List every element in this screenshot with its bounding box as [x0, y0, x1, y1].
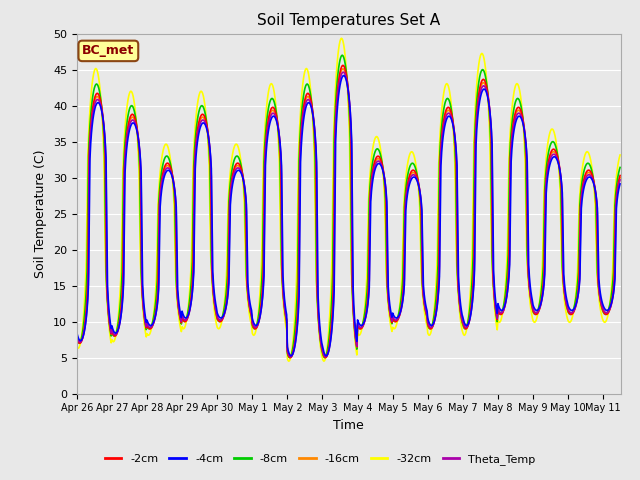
- -16cm: [149, 322, 157, 328]
- -2cm: [339, 62, 347, 68]
- -4cm: [149, 321, 157, 326]
- Theta_Temp: [73, 334, 81, 339]
- -16cm: [464, 323, 472, 328]
- -8cm: [73, 336, 81, 342]
- -16cm: [326, 339, 333, 345]
- -2cm: [75, 340, 83, 346]
- -4cm: [75, 336, 83, 342]
- -4cm: [616, 181, 624, 187]
- Y-axis label: Soil Temperature (C): Soil Temperature (C): [35, 149, 47, 278]
- -8cm: [477, 69, 485, 74]
- -4cm: [477, 91, 485, 97]
- -2cm: [305, 92, 313, 98]
- Theta_Temp: [339, 69, 347, 75]
- Line: Theta_Temp: Theta_Temp: [77, 72, 620, 357]
- -8cm: [616, 165, 624, 170]
- -32cm: [477, 51, 485, 57]
- -32cm: [73, 343, 81, 348]
- -32cm: [305, 76, 313, 82]
- -32cm: [326, 311, 333, 317]
- Line: -8cm: -8cm: [77, 55, 620, 358]
- X-axis label: Time: Time: [333, 419, 364, 432]
- -4cm: [305, 100, 313, 106]
- Legend: -2cm, -4cm, -8cm, -16cm, -32cm, Theta_Temp: -2cm, -4cm, -8cm, -16cm, -32cm, Theta_Te…: [100, 450, 540, 469]
- -32cm: [338, 36, 346, 41]
- -8cm: [75, 340, 83, 346]
- -32cm: [75, 345, 83, 350]
- -2cm: [149, 322, 157, 328]
- -4cm: [326, 343, 333, 349]
- Line: -2cm: -2cm: [77, 65, 620, 358]
- Theta_Temp: [149, 322, 157, 328]
- -4cm: [287, 353, 295, 359]
- -32cm: [616, 152, 624, 158]
- -16cm: [616, 175, 624, 180]
- -4cm: [73, 329, 81, 335]
- Line: -4cm: -4cm: [77, 75, 620, 356]
- -8cm: [326, 327, 333, 333]
- Theta_Temp: [287, 354, 294, 360]
- -8cm: [464, 319, 472, 324]
- Text: BC_met: BC_met: [82, 44, 134, 58]
- Theta_Temp: [616, 177, 624, 183]
- -2cm: [326, 339, 333, 345]
- -16cm: [75, 340, 83, 346]
- Title: Soil Temperatures Set A: Soil Temperatures Set A: [257, 13, 440, 28]
- -2cm: [464, 323, 472, 328]
- -4cm: [340, 72, 348, 78]
- -16cm: [287, 355, 294, 360]
- -2cm: [477, 80, 485, 85]
- -32cm: [149, 317, 157, 323]
- Line: -16cm: -16cm: [77, 69, 620, 358]
- -8cm: [305, 85, 313, 91]
- -8cm: [339, 52, 346, 58]
- -2cm: [616, 173, 624, 179]
- -32cm: [285, 358, 292, 364]
- -32cm: [464, 317, 472, 323]
- -2cm: [73, 335, 81, 340]
- -16cm: [339, 66, 347, 72]
- -16cm: [305, 95, 313, 101]
- Theta_Temp: [326, 342, 333, 348]
- Theta_Temp: [305, 97, 313, 103]
- -8cm: [285, 355, 293, 360]
- -16cm: [73, 335, 81, 340]
- -4cm: [464, 322, 472, 327]
- Theta_Temp: [75, 339, 83, 345]
- Theta_Temp: [464, 323, 472, 328]
- Line: -32cm: -32cm: [77, 38, 620, 361]
- -2cm: [287, 355, 294, 360]
- -16cm: [477, 83, 485, 89]
- Theta_Temp: [477, 86, 485, 92]
- -8cm: [149, 318, 157, 324]
